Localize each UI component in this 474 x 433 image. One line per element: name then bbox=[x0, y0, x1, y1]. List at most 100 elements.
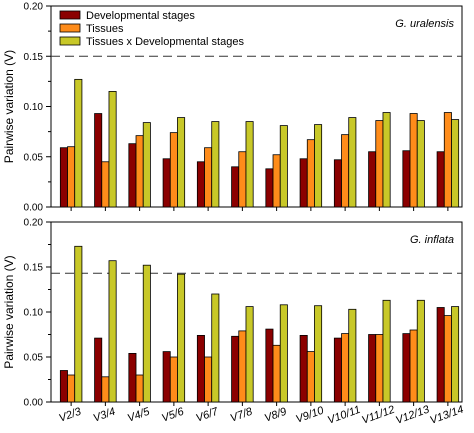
bar bbox=[108, 260, 117, 403]
bar bbox=[67, 146, 76, 208]
x-tick-label: V9/10 bbox=[294, 404, 326, 425]
y-tick-label: 0.10 bbox=[24, 308, 44, 319]
bar bbox=[108, 91, 117, 208]
x-tick-label: V2/3 bbox=[57, 405, 83, 424]
bar bbox=[368, 151, 377, 208]
bar bbox=[333, 337, 342, 403]
x-tick-label: V7/8 bbox=[229, 405, 255, 424]
x-tick-label: V10/11 bbox=[326, 404, 362, 427]
y-tick-label: 0.20 bbox=[24, 2, 44, 13]
bar bbox=[279, 304, 288, 403]
y-axis-label: Pairwise variation (V) bbox=[2, 50, 16, 163]
bar bbox=[196, 161, 205, 208]
bar bbox=[177, 117, 186, 208]
bar bbox=[375, 334, 384, 403]
bar bbox=[368, 334, 377, 403]
y-tick-label: 0.15 bbox=[24, 52, 44, 63]
bar bbox=[443, 112, 452, 208]
x-tick-label: V11/12 bbox=[360, 404, 396, 427]
y-tick-label: 0.05 bbox=[24, 152, 44, 163]
legend-swatch bbox=[59, 36, 81, 46]
legend-label: Tissues bbox=[86, 23, 124, 35]
bar bbox=[409, 113, 418, 208]
bar bbox=[348, 308, 357, 403]
legend-label: Developmental stages bbox=[86, 10, 195, 22]
x-tick-label: V12/13 bbox=[394, 403, 432, 427]
bar bbox=[279, 125, 288, 208]
bar bbox=[101, 376, 110, 403]
bar bbox=[348, 117, 357, 208]
bar bbox=[451, 119, 460, 208]
bar bbox=[59, 147, 68, 208]
bar bbox=[341, 333, 350, 403]
species-annotation: G. uralensis bbox=[395, 18, 454, 30]
y-tick-label: 0.10 bbox=[24, 102, 44, 113]
bar bbox=[299, 158, 308, 208]
x-tick-label: V4/5 bbox=[126, 405, 152, 424]
bar bbox=[196, 334, 205, 403]
bar bbox=[314, 124, 323, 208]
y-axis-label: Pairwise variation (V) bbox=[2, 255, 16, 368]
bar bbox=[162, 351, 171, 403]
bar bbox=[416, 299, 425, 403]
bar bbox=[245, 306, 254, 403]
bar bbox=[135, 374, 144, 403]
bar bbox=[272, 344, 281, 403]
x-tick-label: V13/14 bbox=[428, 404, 465, 427]
bar bbox=[314, 305, 323, 403]
bar bbox=[101, 161, 110, 208]
bar bbox=[306, 351, 315, 403]
y-tick-label: 0.00 bbox=[24, 398, 44, 409]
y-tick-label: 0.20 bbox=[24, 218, 44, 229]
bar bbox=[375, 120, 384, 208]
bar bbox=[231, 166, 240, 208]
bar bbox=[306, 139, 315, 208]
bar bbox=[204, 356, 213, 403]
bar bbox=[211, 121, 220, 208]
bar bbox=[436, 151, 445, 208]
bar bbox=[238, 330, 247, 403]
x-tick-label: V5/6 bbox=[160, 405, 186, 424]
bar bbox=[59, 370, 68, 403]
y-tick-label: 0.05 bbox=[24, 353, 44, 364]
bar bbox=[128, 352, 137, 403]
bar bbox=[135, 135, 144, 208]
bar bbox=[142, 264, 151, 403]
bar bbox=[299, 334, 308, 403]
bar bbox=[204, 147, 213, 208]
bar bbox=[238, 151, 247, 208]
bar bbox=[231, 335, 240, 403]
bar bbox=[67, 374, 76, 403]
panel-bottom: 0.00 0.05 0.10 0.15 0.20 Pairwise variation (… bbox=[2, 218, 463, 409]
panel-top: 0.00 0.05 0.10 0.15 0.20 Pairwise variation (… bbox=[2, 2, 463, 214]
bar bbox=[142, 122, 151, 208]
bar bbox=[74, 78, 83, 208]
bar bbox=[416, 120, 425, 208]
bar bbox=[341, 134, 350, 208]
bar bbox=[211, 293, 220, 403]
bar bbox=[451, 306, 460, 403]
bar bbox=[169, 356, 178, 403]
bar bbox=[74, 245, 83, 403]
bar bbox=[265, 168, 274, 208]
bar bbox=[402, 333, 411, 403]
legend-swatch bbox=[59, 23, 81, 33]
x-axis-tick-labels: V2/3 V3/4 V4/5 V5/6 V6/7 V7/8 V8/9 V9/10 V10/11V… bbox=[57, 403, 465, 427]
legend-label: Tissues x Developmental stages bbox=[86, 36, 244, 48]
x-tick-label: V6/7 bbox=[194, 405, 220, 424]
x-tick-label: V8/9 bbox=[263, 406, 288, 425]
bar bbox=[162, 158, 171, 208]
bar bbox=[382, 112, 391, 208]
bar bbox=[409, 329, 418, 403]
y-tick-label: 0.15 bbox=[24, 263, 44, 274]
bar bbox=[436, 307, 445, 403]
bar bbox=[402, 150, 411, 208]
bar bbox=[177, 273, 186, 403]
bar bbox=[382, 299, 391, 403]
legend-swatch bbox=[59, 10, 81, 20]
bar bbox=[169, 132, 178, 208]
bar bbox=[265, 328, 274, 403]
y-tick-label: 0.00 bbox=[24, 203, 44, 214]
